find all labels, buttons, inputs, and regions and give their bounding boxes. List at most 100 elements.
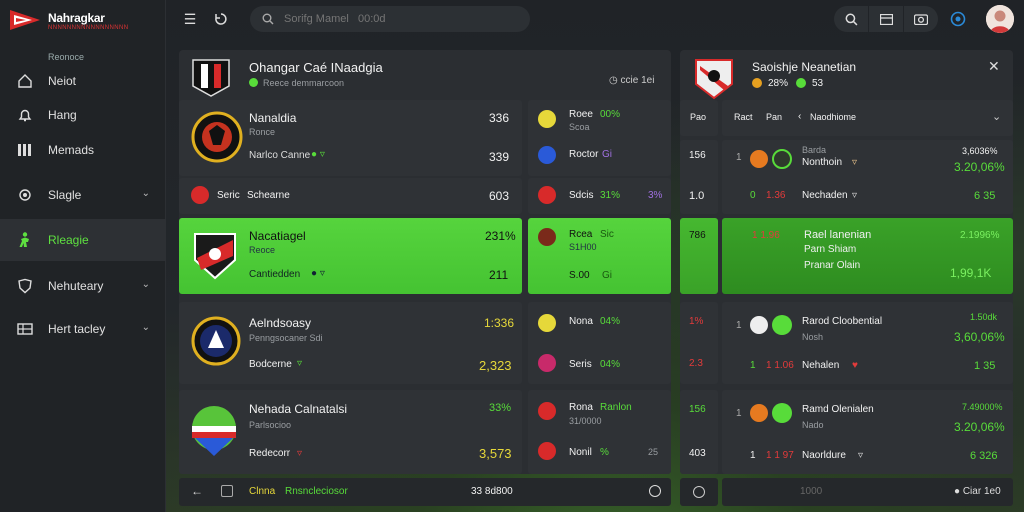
- market-pct: 04%: [600, 316, 621, 327]
- side-market[interactable]: Rona Ranlon 31/0000 Nonil % 25: [528, 390, 671, 474]
- footer-right[interactable]: ● Ciar 1e0: [954, 486, 1001, 497]
- right-footer-bar: 1000 ● Ciar 1e0: [722, 478, 1013, 506]
- sidebar-item-hert-tacley[interactable]: Hert tacley ⌄: [0, 310, 166, 348]
- column-header-label[interactable]: Ract: [734, 112, 753, 122]
- separator: 1: [736, 152, 742, 163]
- chevron-down-icon[interactable]: ⌄: [992, 111, 1002, 123]
- team-name: Aelndsoasy: [249, 316, 312, 330]
- detail-index-cell: 1.0: [680, 178, 718, 214]
- brand-mark-icon: [10, 10, 40, 30]
- team-dot-icon: [752, 78, 762, 88]
- detail-top-value: 7.49000%: [962, 402, 1003, 412]
- chevron-left-icon[interactable]: ‹: [798, 111, 802, 122]
- calendar-icon[interactable]: [221, 485, 233, 497]
- market-name: S.00: [569, 270, 590, 281]
- camera-button[interactable]: [904, 6, 938, 32]
- detail-row[interactable]: 1 Barda Nonthoin ▿ 3,6036% 3.20,06%: [722, 140, 1013, 214]
- column-header-label[interactable]: Naodhiome: [810, 112, 857, 122]
- team-name: Nacatiagel: [249, 229, 306, 243]
- match-row[interactable]: Nanaldia Ronce Narlco Canne ● ▿ 336 339: [179, 100, 522, 176]
- odds-value: 3,573: [479, 446, 512, 461]
- shield-badge-icon: ▿: [852, 190, 858, 201]
- detail-row[interactable]: 1 Rarod Cloobential Nosh 1.50dk 3,60,06%…: [722, 302, 1013, 384]
- market-pct: 00%: [600, 109, 621, 120]
- top-bar: ☰: [166, 0, 1024, 38]
- detail-red-value: 1 1.06: [766, 360, 794, 371]
- side-market[interactable]: Roee 00% Scoa Roctor Gi: [528, 100, 671, 176]
- match-row[interactable]: Seric Schearne 603: [179, 178, 522, 214]
- back-arrow-icon[interactable]: ←: [191, 484, 203, 498]
- search-box[interactable]: [250, 6, 530, 32]
- sidebar-item-nehuteary[interactable]: Nehuteary ⌄: [0, 267, 166, 305]
- camera-icon: [914, 14, 928, 25]
- sidebar-item-home[interactable]: Neiot: [0, 62, 166, 100]
- sidebar-item-label: Memads: [48, 143, 95, 157]
- inbox-button[interactable]: [869, 6, 903, 32]
- bars-icon: [16, 141, 34, 159]
- detail-row[interactable]: 0 1.36 Nechaden ▿ 6 35: [722, 178, 1013, 214]
- market-pct: Sic: [600, 229, 614, 240]
- search-button[interactable]: [834, 6, 868, 32]
- team-dot-icon: [191, 186, 209, 204]
- sidebar-item-label: Hang: [48, 108, 77, 122]
- detail-sub: Barda: [802, 145, 827, 155]
- search-input[interactable]: [284, 13, 504, 25]
- menu-icon[interactable]: ☰: [183, 10, 197, 27]
- team-name: Seric: [217, 190, 240, 201]
- column-header-label[interactable]: Pan: [766, 112, 783, 122]
- team-dot-icon: [796, 78, 806, 88]
- team-crest-icon: [191, 316, 241, 366]
- settings-circle-icon[interactable]: [649, 485, 661, 497]
- match-row-selected[interactable]: Nacatiagel Reoce Cantiedden ● ▿ 231% 211: [179, 218, 522, 294]
- side-market[interactable]: Nona 04% Seris 04%: [528, 302, 671, 384]
- market-name: Rona: [569, 402, 593, 413]
- market-val: 3%: [648, 190, 663, 201]
- detail-title: Saoishje Neanetian: [752, 60, 857, 74]
- column-header-label: Pao: [690, 112, 707, 122]
- market-val: 25: [648, 447, 659, 457]
- match-row[interactable]: Aelndsoasy Penngsocaner Sdi Bodcerne ▿ 1…: [179, 302, 522, 384]
- back-icon[interactable]: [210, 9, 230, 29]
- close-icon[interactable]: ✕: [988, 58, 1000, 74]
- sidebar-item-slagle[interactable]: Slagle ⌄: [0, 176, 166, 214]
- sidebar-item-memads[interactable]: Memads: [0, 131, 166, 169]
- brand-name: Nahragkar: [48, 11, 105, 25]
- detail-index: 156: [689, 150, 706, 161]
- detail-row[interactable]: 1 Ramd Olenialen Nado 7.49000% 3.20,06% …: [722, 390, 1013, 474]
- side-market[interactable]: Sdcis 31% 3%: [528, 178, 671, 214]
- live-dot-icon: [249, 78, 258, 87]
- clock-icon[interactable]: [693, 486, 705, 498]
- right-footer-icon-cell: [680, 478, 718, 506]
- brand-tagline: NNNNNNNNNNNNNNNNN: [48, 25, 129, 31]
- table-icon: [16, 320, 34, 338]
- team-dot-icon: [750, 404, 768, 422]
- column-header[interactable]: Pao: [680, 100, 718, 136]
- panel-right-label[interactable]: ◷ ccie 1ei: [609, 75, 655, 86]
- sidebar-item-label: Hert tacley: [48, 322, 106, 336]
- team-line2: Redecorr: [249, 448, 291, 459]
- sidebar-section-label: Reonoce: [48, 52, 85, 62]
- status-ring-icon: [772, 315, 792, 335]
- detail-name: Nechaden: [802, 190, 848, 201]
- team-sub: Ronce: [249, 127, 276, 137]
- separator: 0: [750, 190, 756, 201]
- side-market-selected[interactable]: Rcea Sic S1H00 S.00 Gi: [528, 218, 671, 294]
- sidebar-item-rleagie[interactable]: Rleagie: [0, 219, 166, 261]
- team-line2: Bodcerne: [249, 359, 292, 370]
- gear-icon: [16, 186, 34, 204]
- detail-row-selected[interactable]: 1 1.96 Rael lanenian Parn Shiam Pranar O…: [722, 218, 1013, 294]
- brand-logo[interactable]: Nahragkar NNNNNNNNNNNNNNNNN: [10, 6, 160, 36]
- team-sub: Reoce: [249, 245, 276, 255]
- avatar[interactable]: [986, 5, 1014, 33]
- bell-icon: [16, 106, 34, 124]
- sidebar-item-label: Slagle: [48, 188, 82, 202]
- match-row[interactable]: Nehada Calnatalsi Parlsocioo Redecorr ▿ …: [179, 390, 522, 474]
- detail-bottom-value: 3.20,06%: [954, 160, 1005, 174]
- odds-value: 336: [489, 111, 510, 125]
- search-icon: [262, 13, 274, 25]
- status-icon[interactable]: [948, 9, 968, 29]
- sidebar-item-hang[interactable]: Hang: [0, 96, 166, 134]
- panel-right-label-text: ccie 1ei: [620, 75, 655, 86]
- sidebar: Nahragkar NNNNNNNNNNNNNNNNN Reonoce Neio…: [0, 0, 166, 512]
- sidebar-item-label: Nehuteary: [48, 279, 104, 293]
